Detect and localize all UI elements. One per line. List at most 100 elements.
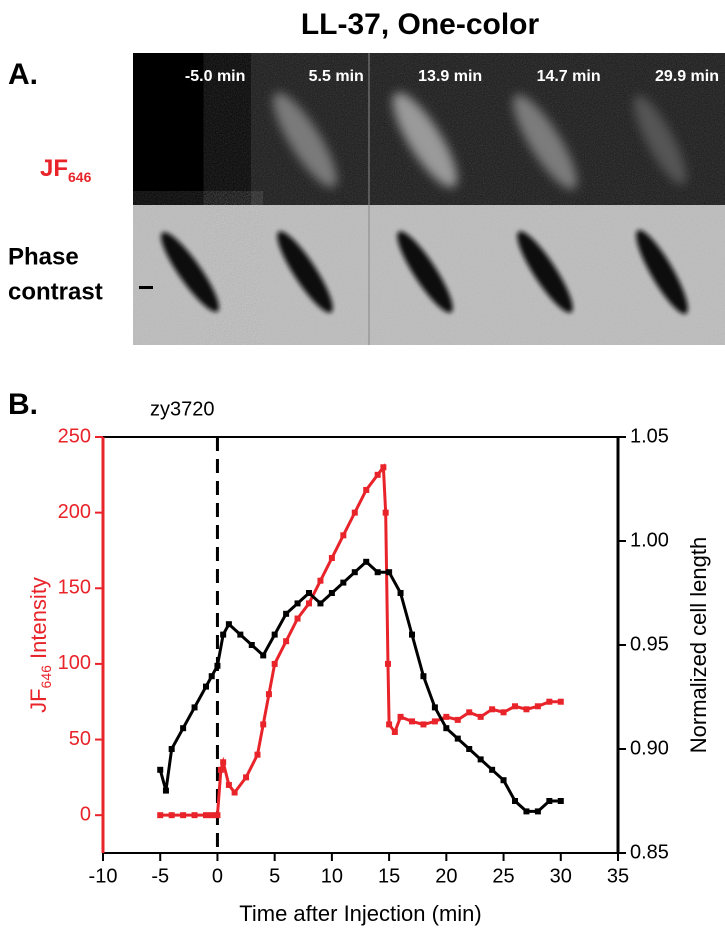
data-point — [397, 590, 404, 596]
data-point — [237, 631, 244, 638]
y-axis-title-main: JF — [26, 688, 51, 712]
data-point — [180, 812, 187, 819]
data-point — [225, 781, 232, 788]
data-point — [214, 662, 221, 669]
x-tick-label: 0 — [212, 865, 223, 887]
micrographs — [133, 53, 725, 345]
data-point — [328, 590, 335, 596]
row-label: JF646 — [40, 155, 92, 184]
data-point — [391, 728, 398, 735]
y-tick-label: 250 — [58, 425, 91, 447]
data-point — [231, 789, 238, 796]
data-point — [220, 759, 227, 766]
data-point — [546, 798, 553, 804]
data-point — [431, 718, 438, 725]
data-point — [260, 721, 267, 728]
data-point — [168, 746, 175, 752]
data-point — [220, 631, 227, 638]
data-point — [306, 600, 312, 607]
data-point — [454, 735, 461, 742]
data-point — [409, 631, 415, 638]
data-point — [168, 812, 175, 819]
data-point — [534, 703, 541, 710]
data-point — [500, 709, 507, 716]
data-point — [363, 558, 370, 565]
y2-tick-label: 0.95 — [630, 633, 669, 655]
data-point — [203, 812, 209, 819]
data-point — [557, 698, 564, 705]
x-tick-label: 30 — [550, 865, 572, 887]
data-point — [294, 615, 301, 622]
x-axis-title: Time after Injection (min) — [239, 901, 481, 926]
data-point — [380, 464, 387, 471]
scale-bar — [139, 286, 153, 289]
data-point — [384, 660, 391, 667]
data-point — [283, 610, 290, 617]
data-point — [420, 673, 427, 680]
data-point — [214, 812, 221, 819]
data-point — [397, 713, 404, 720]
y-axis-title-rest: Intensity — [26, 577, 51, 665]
y2-tick-label: 1.05 — [630, 425, 669, 447]
data-point — [260, 652, 267, 659]
y-tick-label: 0 — [80, 803, 91, 825]
y-tick-label: 200 — [58, 501, 91, 523]
y-tick-label: 150 — [58, 577, 91, 599]
x-tick-label: 35 — [607, 865, 629, 887]
frame-time: -5.0 min — [185, 68, 245, 85]
data-point — [374, 569, 381, 576]
data-point — [489, 706, 496, 713]
x-tick-label: 20 — [435, 865, 457, 887]
data-point — [512, 703, 518, 710]
data-point — [157, 812, 164, 819]
row-label: Phase — [8, 243, 79, 270]
data-point — [420, 721, 427, 728]
data-point — [271, 660, 278, 667]
row-label-sub: 646 — [68, 169, 92, 185]
data-point — [374, 471, 381, 478]
data-point — [283, 638, 290, 645]
frame-time: 13.9 min — [418, 68, 482, 85]
data-point — [191, 812, 198, 819]
data-point — [191, 704, 198, 711]
data-point — [382, 509, 389, 516]
y2-tick-label: 0.85 — [630, 841, 669, 863]
frame-time: 5.5 min — [309, 68, 364, 85]
data-point — [523, 706, 530, 713]
data-point — [443, 713, 450, 720]
data-point — [477, 713, 484, 720]
frame-time: 14.7 min — [537, 68, 601, 85]
y2-tick-label: 0.90 — [630, 737, 669, 759]
data-point — [409, 718, 415, 725]
figure-title: LL-37, One-color — [301, 8, 540, 41]
x-tick-label: 5 — [269, 865, 280, 887]
data-point — [294, 600, 301, 607]
data-point — [523, 808, 530, 815]
data-point — [225, 621, 232, 628]
data-point — [306, 590, 312, 596]
data-point — [340, 579, 347, 586]
data-point — [557, 798, 564, 804]
y2-tick-label: 1.00 — [630, 529, 669, 551]
data-point — [208, 812, 215, 819]
data-point — [254, 751, 261, 758]
data-point — [431, 704, 438, 711]
panel-label: B. — [8, 388, 38, 421]
chart: -10 -5 0 5 10 15 20 25 30 35 0 50 100 150 200 250 0.85 0.… — [26, 425, 711, 926]
x-tick-label: -10 — [89, 865, 118, 887]
panel-label: A. — [8, 58, 38, 91]
data-point — [500, 777, 507, 784]
x-tick-label: 25 — [492, 865, 514, 887]
x-tick-label: 15 — [378, 865, 400, 887]
data-point — [386, 569, 393, 576]
x-tick-label: -5 — [151, 865, 169, 887]
y-axis-title: JF646 Intensity — [26, 577, 54, 713]
data-point — [328, 555, 335, 562]
data-point — [317, 600, 324, 607]
frame-time: 29.9 min — [655, 68, 719, 85]
data-point — [351, 569, 358, 576]
data-point — [363, 486, 370, 493]
row-label: contrast — [8, 278, 103, 305]
data-point — [217, 766, 224, 773]
